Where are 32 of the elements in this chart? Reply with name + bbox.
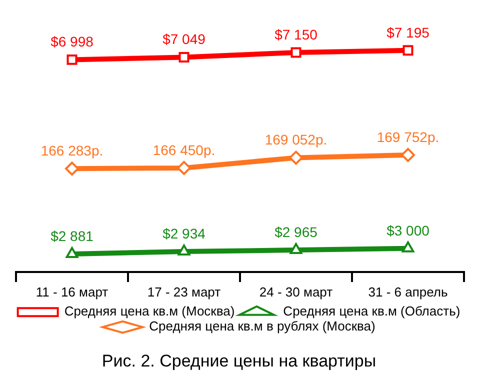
data-label: $2 965: [274, 224, 318, 240]
point: [178, 244, 190, 256]
text: Рис. 2. Средние цены на квартиры: [102, 351, 376, 370]
data-label: $7 049: [162, 31, 206, 48]
legend-label: Средняя цена кв.м в рублях (Москва): [149, 318, 376, 334]
point: [65, 162, 79, 176]
legend-label: Средняя цена кв.м (Москва): [64, 304, 235, 319]
x-tick-label: 31 - 6 апрель: [368, 284, 448, 300]
x-tick-label: 11 - 16 март: [36, 284, 108, 300]
point: [402, 241, 414, 252]
x-tick-label: 17 - 23 март: [147, 284, 221, 300]
data-label: $7 150: [274, 26, 318, 42]
data-label: $2 934: [162, 225, 206, 242]
point: [289, 150, 303, 165]
data-label: $7 195: [386, 24, 430, 40]
point: [290, 47, 302, 58]
point: [177, 160, 191, 175]
point: [66, 54, 78, 65]
point: [402, 45, 414, 56]
point: [290, 243, 302, 254]
point: [178, 52, 190, 63]
point: [401, 148, 415, 162]
data-label: 166 283р.: [40, 142, 104, 158]
data-label: $3 000: [386, 222, 430, 238]
data-label: 166 450р.: [152, 142, 216, 158]
data-label: 169 052р.: [264, 132, 328, 148]
x-tick-label: 24 - 30 март: [259, 284, 333, 300]
legend-label: Средняя цена кв.м (Область): [283, 304, 460, 319]
data-label: $6 998: [50, 34, 94, 50]
data-label: $2 881: [50, 228, 94, 244]
point: [66, 247, 78, 258]
data-label: 169 752р.: [376, 128, 440, 145]
